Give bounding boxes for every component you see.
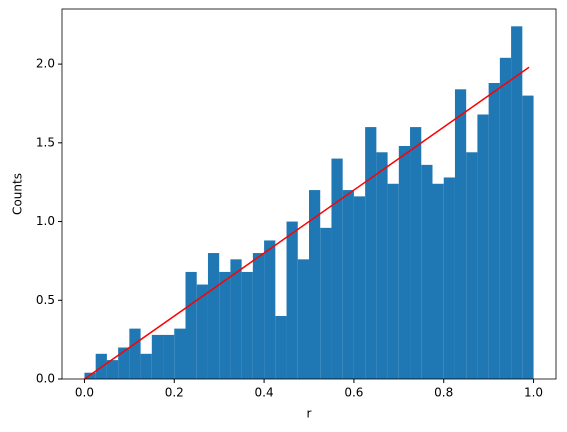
bar [499, 57, 512, 380]
plot-frame [61, 8, 557, 380]
bar [432, 183, 444, 379]
bar [264, 240, 276, 379]
y-tick-label: 0.5 [36, 293, 55, 307]
x-tick-label: 1.0 [524, 386, 543, 400]
x-tick-label: 0.4 [255, 386, 274, 400]
bar [297, 259, 309, 379]
bar [106, 360, 119, 379]
bar [466, 152, 478, 379]
bar [230, 259, 242, 379]
bar [252, 253, 265, 379]
bar [443, 177, 455, 379]
x-tick-label: 0.6 [344, 386, 363, 400]
bar [140, 353, 152, 379]
bar [353, 196, 366, 379]
bar [421, 164, 433, 379]
x-axis-label: r [307, 407, 312, 421]
bar [511, 26, 523, 379]
bar [275, 316, 287, 379]
x-tick-label: 0.0 [75, 386, 94, 400]
bar [118, 347, 130, 379]
bar [151, 334, 164, 379]
y-axis-label: Counts [11, 173, 25, 215]
bar [185, 271, 197, 379]
bar [454, 89, 467, 379]
bar [309, 190, 321, 379]
x-tick-label: 0.2 [165, 386, 184, 400]
bar [174, 328, 186, 379]
x-tick-label: 0.8 [434, 386, 453, 400]
y-tick-label: 0.0 [36, 372, 55, 386]
y-tick-label: 1.5 [36, 135, 55, 149]
bar [376, 152, 388, 379]
bar [365, 127, 377, 379]
fit-line [84, 66, 530, 380]
bar [410, 127, 422, 379]
bar [129, 328, 141, 379]
bar [241, 271, 253, 379]
bar [488, 83, 500, 379]
bar [219, 271, 231, 379]
bar [477, 114, 489, 379]
bar [320, 227, 332, 379]
bar [331, 158, 343, 379]
bar [342, 190, 354, 379]
y-tick-label: 2.0 [36, 57, 55, 71]
bar [387, 183, 399, 379]
bar [398, 145, 411, 379]
bar [522, 95, 534, 380]
bar [196, 284, 208, 379]
y-tick-label: 1.0 [36, 214, 55, 228]
bar [163, 334, 175, 379]
bar [207, 253, 220, 379]
bar [286, 221, 298, 379]
